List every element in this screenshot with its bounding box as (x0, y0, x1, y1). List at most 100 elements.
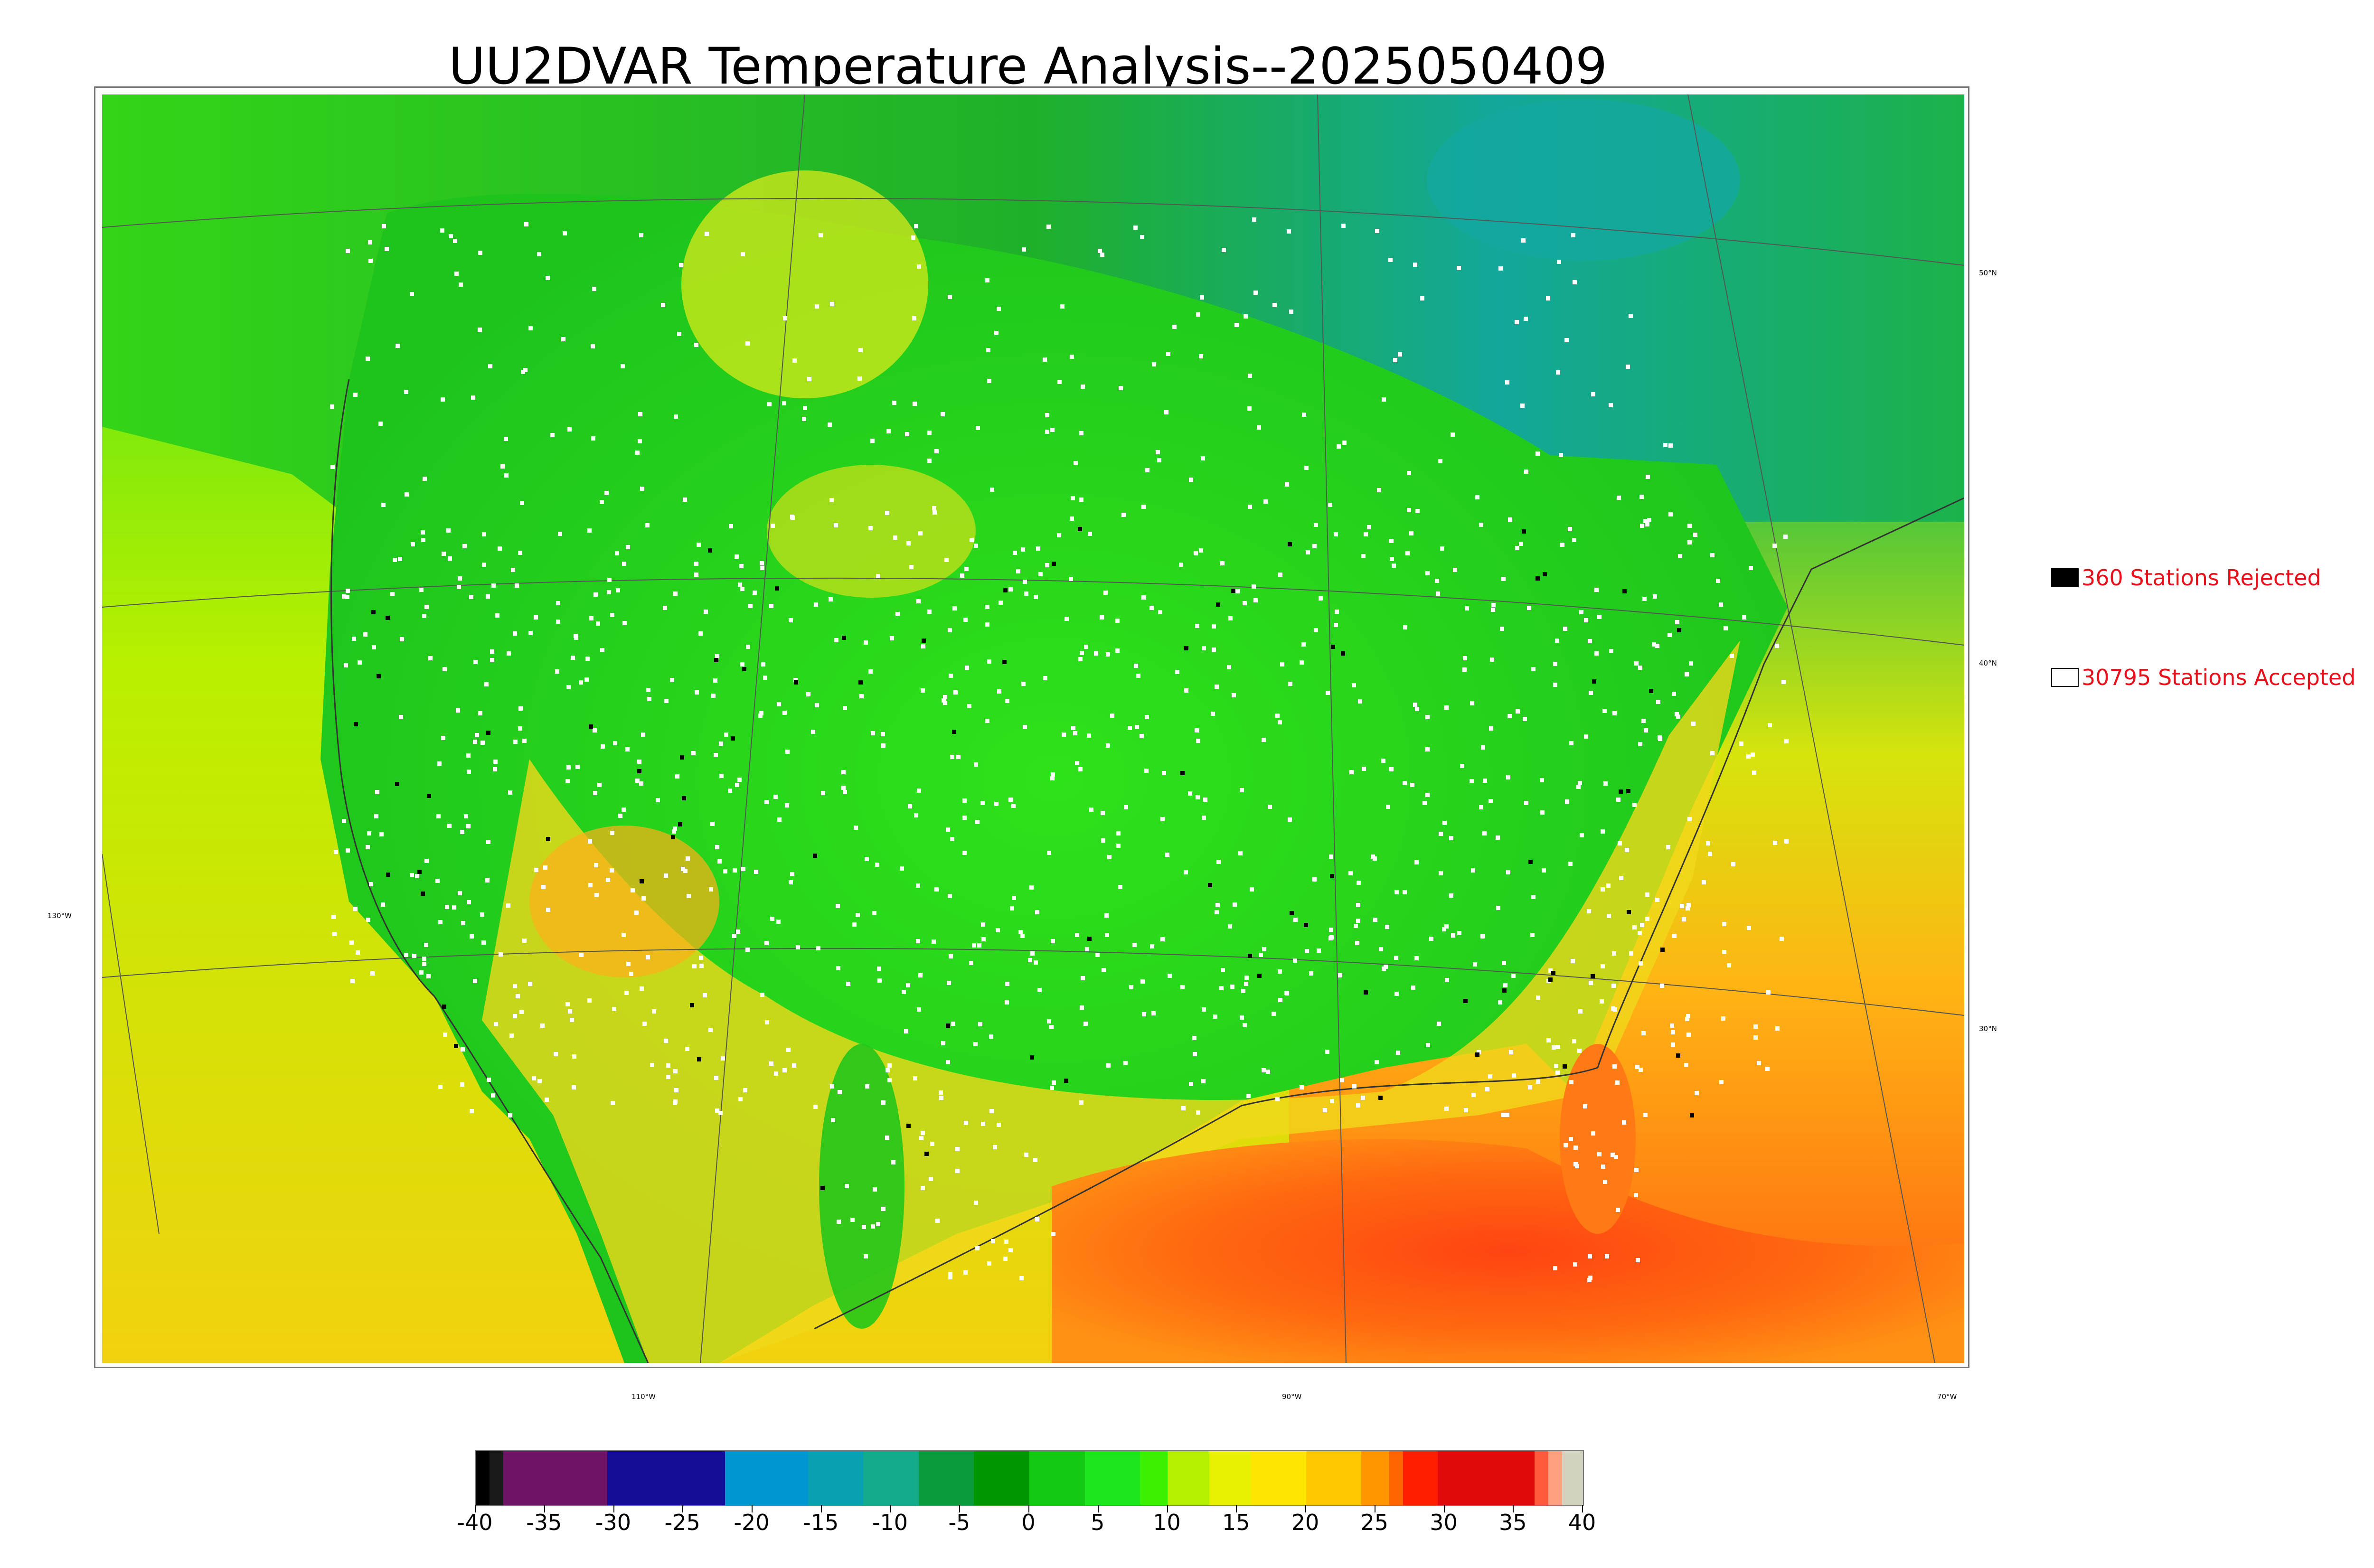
station-marker (1334, 532, 1338, 536)
station-marker (1034, 960, 1038, 965)
station-marker (719, 742, 723, 746)
station-marker (868, 526, 873, 530)
station-marker (1196, 312, 1200, 317)
station-marker (837, 1220, 841, 1224)
colorbar-segment (607, 1451, 725, 1505)
rejected-station-marker (1543, 572, 1547, 576)
station-marker (941, 1041, 945, 1045)
station-marker (738, 1097, 743, 1101)
station-marker (1087, 733, 1091, 738)
station-marker (1211, 712, 1215, 716)
station-marker (1141, 595, 1146, 600)
station-marker (830, 302, 834, 306)
station-marker (462, 544, 467, 548)
rejected-swatch (2051, 568, 2079, 587)
station-marker (1706, 841, 1710, 845)
station-marker (729, 524, 733, 528)
station-marker (1603, 1180, 1607, 1184)
station-marker (694, 343, 698, 347)
station-marker (519, 1010, 524, 1014)
colorbar-segment (1562, 1451, 1583, 1505)
station-marker (1479, 805, 1483, 809)
station-marker (1247, 406, 1252, 411)
station-marker (709, 887, 713, 892)
station-marker (991, 1239, 995, 1243)
station-marker (1746, 754, 1751, 759)
station-marker (1284, 991, 1289, 995)
station-marker (1710, 553, 1715, 557)
station-marker (967, 704, 971, 708)
station-marker (1381, 759, 1385, 763)
station-marker (1085, 947, 1089, 951)
rejected-station-marker (742, 667, 746, 671)
station-marker (466, 753, 471, 758)
rejected-station-marker (1563, 1064, 1567, 1069)
station-marker (461, 921, 465, 925)
station-marker (981, 937, 986, 941)
station-marker (953, 690, 958, 695)
station-marker (1556, 370, 1560, 375)
station-marker (499, 952, 503, 957)
station-marker (1352, 683, 1356, 687)
station-marker (1394, 890, 1399, 894)
station-marker (437, 761, 442, 766)
station-marker (963, 618, 968, 622)
station-marker (566, 685, 571, 689)
station-marker (404, 953, 408, 957)
station-marker (814, 602, 818, 607)
station-marker (663, 606, 667, 610)
station-marker (513, 984, 517, 988)
station-marker (881, 1207, 886, 1211)
station-marker (917, 264, 921, 269)
station-marker (952, 606, 957, 610)
station-marker (1116, 844, 1121, 848)
station-marker (769, 1061, 773, 1066)
station-marker (1035, 1217, 1039, 1221)
station-marker (1565, 799, 1569, 804)
station-marker (694, 573, 698, 577)
station-marker (1553, 662, 1557, 666)
station-marker (1293, 918, 1298, 922)
station-marker (843, 706, 847, 710)
station-marker (1749, 566, 1753, 570)
station-marker (1043, 357, 1047, 362)
station-marker (1314, 523, 1318, 527)
station-marker (1546, 296, 1550, 300)
plains-warm (767, 465, 976, 598)
station-marker (1439, 832, 1443, 836)
station-marker (1578, 781, 1582, 785)
station-marker (1594, 588, 1599, 592)
station-marker (1719, 602, 1723, 607)
station-marker (703, 993, 707, 997)
station-marker (1747, 926, 1751, 930)
station-marker (1573, 1162, 1578, 1166)
station-marker (887, 1063, 892, 1068)
station-marker (546, 276, 550, 280)
rejected-station-marker (952, 730, 956, 734)
station-marker (970, 538, 974, 542)
station-marker (1573, 1145, 1578, 1150)
station-marker (613, 741, 617, 745)
rejected-station-marker (417, 870, 422, 874)
station-marker (789, 618, 793, 622)
station-marker (543, 865, 547, 870)
station-marker (565, 1002, 570, 1006)
station-marker (1569, 741, 1573, 745)
station-marker (962, 851, 967, 855)
colorbar-segment (808, 1451, 864, 1505)
station-marker (760, 993, 764, 997)
station-marker (811, 730, 815, 734)
rejected-station-marker (1180, 771, 1185, 775)
station-marker (695, 690, 699, 695)
station-marker (1768, 723, 1772, 727)
station-marker (1511, 974, 1516, 978)
rejected-station-marker (1257, 974, 1262, 978)
station-marker (681, 867, 685, 871)
station-marker (815, 304, 819, 309)
station-marker (1753, 1024, 1758, 1029)
hudson-cool-area (1427, 99, 1740, 261)
station-marker (1634, 1168, 1639, 1172)
station-marker (490, 658, 494, 662)
station-marker (1609, 403, 1613, 407)
station-marker (868, 669, 873, 674)
